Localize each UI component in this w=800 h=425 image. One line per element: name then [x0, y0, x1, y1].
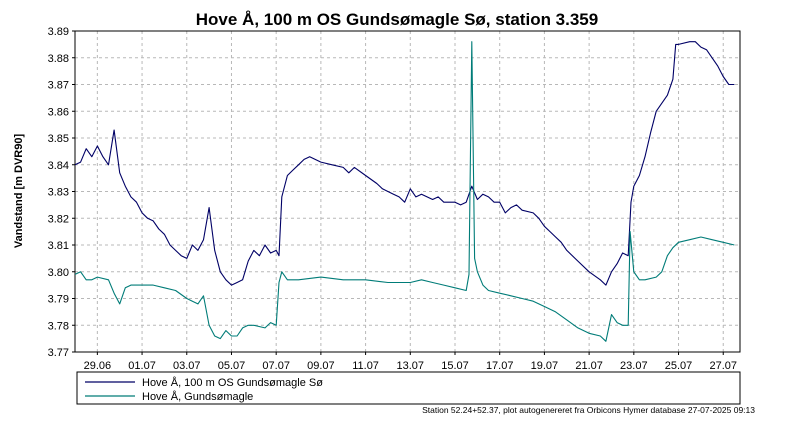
x-axis-ticks: 29.06 01.07 03.07 05.07 07.07 09.07 11.07 13.07…	[84, 352, 737, 372]
y-axis-label: Vandstand [m DVR90]	[13, 134, 25, 249]
chart-footer-note: Station 52.24+52.37, plot autogenereret …	[422, 405, 755, 415]
y-tick-label: 3.88	[48, 53, 69, 65]
y-tick-label: 3.86	[48, 106, 69, 118]
legend-label-series-2: Hove Å, Gundsømagle	[142, 390, 253, 403]
series-line-1	[74, 41, 735, 286]
chart-title: Hove Å, 100 m OS Gundsømagle Sø, station…	[196, 10, 598, 29]
y-tick-label: 3.81	[48, 240, 69, 252]
x-tick-label: 05.07	[218, 360, 246, 372]
y-tick-label: 3.84	[48, 160, 69, 172]
x-tick-label: 03.07	[173, 360, 201, 372]
x-tick-label: 17.07	[486, 360, 514, 372]
series-layer	[74, 41, 735, 342]
y-tick-label: 3.82	[48, 213, 69, 225]
y-tick-label: 3.89	[48, 26, 69, 38]
x-tick-label: 29.06	[84, 360, 112, 372]
x-tick-label: 19.07	[531, 360, 559, 372]
y-tick-label: 3.78	[48, 320, 69, 332]
legend-box	[76, 371, 741, 405]
x-tick-label: 25.07	[665, 360, 693, 372]
x-tick-label: 01.07	[128, 360, 156, 372]
x-tick-label: 11.07	[352, 360, 379, 372]
y-axis-ticks: 3.77 3.78 3.79 3.80 3.81 3.82 3.83 3.84 3.85 3.86…	[48, 26, 75, 359]
legend: Hove Å, 100 m OS Gundsømagle Sø Hove Å, …	[76, 371, 741, 405]
x-tick-label: 07.07	[262, 360, 290, 372]
x-tick-label: 23.07	[620, 360, 648, 372]
y-tick-label: 3.80	[48, 267, 69, 279]
x-tick-label: 13.07	[397, 360, 425, 372]
y-tick-label: 3.83	[48, 187, 69, 199]
grid-lines	[75, 31, 740, 352]
y-tick-label: 3.87	[48, 80, 69, 92]
x-tick-label: 15.07	[441, 360, 469, 372]
series-line-2	[74, 41, 735, 342]
x-tick-label: 27.07	[709, 360, 737, 372]
legend-label-series-1: Hove Å, 100 m OS Gundsømagle Sø	[142, 376, 323, 389]
y-tick-label: 3.85	[48, 133, 69, 145]
x-tick-label: 09.07	[307, 360, 335, 372]
y-tick-label: 3.79	[48, 294, 69, 306]
x-tick-label: 21.07	[575, 360, 603, 372]
y-tick-label: 3.77	[48, 347, 69, 359]
